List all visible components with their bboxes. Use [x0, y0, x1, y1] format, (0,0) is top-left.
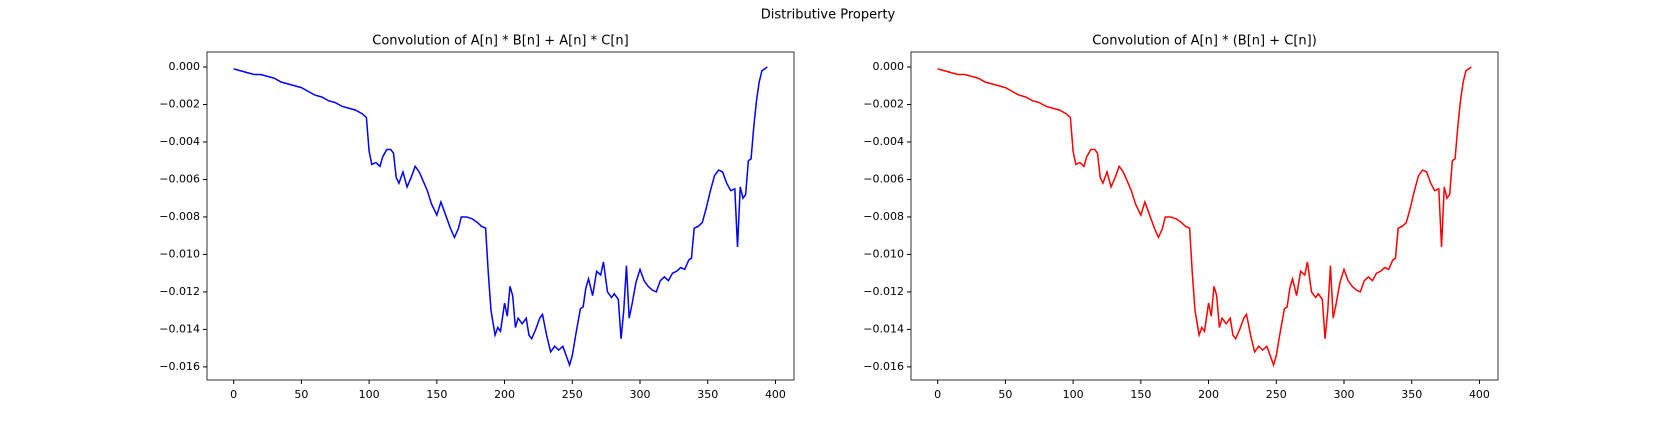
x-tick-label: 0 [230, 388, 237, 401]
figure-title: Distributive Property [761, 8, 896, 23]
y-tick-label: −0.008 [863, 210, 904, 223]
x-tick-label: 300 [630, 388, 651, 401]
y-tick-label: −0.002 [159, 97, 200, 110]
axes-title: Convolution of A[n] * (B[n] + C[n]) [1092, 34, 1317, 49]
x-tick-label: 400 [765, 388, 786, 401]
y-tick-label: −0.010 [159, 247, 200, 260]
x-tick-label: 300 [1334, 388, 1355, 401]
axes-frame [910, 51, 1499, 381]
x-tick-label: 100 [1063, 388, 1084, 401]
y-tick-label: 0.000 [873, 60, 905, 73]
y-tick-label: −0.010 [863, 247, 904, 260]
x-tick-label: 250 [562, 388, 583, 401]
y-tick-label: −0.014 [159, 322, 200, 335]
x-tick-label: 200 [494, 388, 515, 401]
y-tick-label: −0.014 [863, 322, 904, 335]
line-series [233, 66, 768, 368]
y-tick-label: −0.016 [159, 360, 200, 373]
y-tick-label: −0.008 [159, 210, 200, 223]
axes-title: Convolution of A[n] * B[n] + A[n] * C[n] [372, 34, 628, 49]
x-tick-label: 150 [426, 388, 447, 401]
y-tick-label: −0.002 [863, 97, 904, 110]
y-tick-label: −0.016 [863, 360, 904, 373]
x-tick-label: 200 [1198, 388, 1219, 401]
line-series [937, 66, 1472, 368]
y-tick-label: −0.004 [863, 135, 904, 148]
x-tick-label: 50 [294, 388, 308, 401]
y-tick-label: −0.004 [159, 135, 200, 148]
y-tick-label: −0.012 [159, 285, 200, 298]
y-tick-label: −0.006 [159, 172, 200, 185]
x-tick-label: 350 [697, 388, 718, 401]
x-tick-label: 50 [998, 388, 1012, 401]
x-tick-label: 350 [1401, 388, 1422, 401]
x-tick-label: 400 [1469, 388, 1490, 401]
x-tick-label: 0 [934, 388, 941, 401]
y-tick-label: −0.006 [863, 172, 904, 185]
axes-frame [206, 51, 795, 381]
y-tick-label: 0.000 [169, 60, 201, 73]
x-tick-label: 150 [1130, 388, 1151, 401]
y-tick-label: −0.012 [863, 285, 904, 298]
x-tick-label: 100 [359, 388, 380, 401]
x-tick-label: 250 [1266, 388, 1287, 401]
